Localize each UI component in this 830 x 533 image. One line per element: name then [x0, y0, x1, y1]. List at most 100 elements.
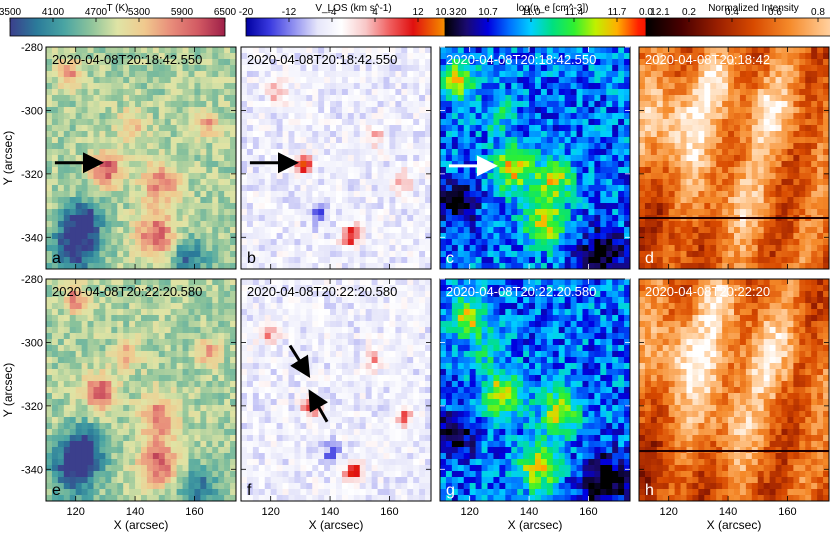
y-axis-label: Y (arcsec) [1, 131, 15, 185]
panel-a: -280 -300 -320 -340 2020-04-08T20:18:42.550 a… [1, 42, 237, 270]
panel-frame [638, 278, 830, 502]
panel-h: 120 140 160 2020-04-08T20:22:20 h X (arcsec) [638, 278, 830, 532]
annotation-arrow [308, 389, 329, 423]
colorbar-tick-label: 11.0 [522, 7, 541, 18]
panel-letter: h [645, 482, 654, 499]
panel-timestamp: 2020-04-08T20:22:20 [645, 284, 770, 299]
x-axis-label: X (arcsec) [309, 518, 364, 532]
panel-image [440, 47, 630, 269]
panel-frame [439, 46, 631, 270]
panel-image [241, 47, 431, 269]
y-tick-label: -300 [21, 337, 43, 349]
x-tick-label: 140 [520, 506, 538, 518]
colorbar-label: V_LOS (km s^-1) [315, 3, 391, 14]
panel-frame [439, 278, 631, 502]
panel-letter: c [446, 250, 454, 267]
colorbar-tick-label: 4700 [85, 7, 108, 18]
panel-c: 2020-04-08T20:18:42.550 c [439, 46, 631, 270]
panel-f: 120 140 160 2020-04-08T20:22:20.580 f X (arcs… [240, 278, 432, 532]
colorbar-tick-label: 11.7 [608, 7, 627, 18]
y-tick-label: -280 [21, 274, 43, 286]
y-tick-label: -320 [21, 401, 43, 413]
x-tick-label: 140 [719, 506, 737, 518]
panel-e: 120 140 160 -280 -300 -320 -340 2020-04-08T20:2… [1, 274, 237, 532]
y-tick-label: -340 [21, 232, 43, 244]
panel-image [639, 47, 829, 269]
colorbar-tick-label: -20 [239, 7, 254, 18]
colorbar-tick-label: 0.6 [768, 7, 782, 18]
panel-frame [45, 46, 237, 270]
panel-image [241, 279, 431, 501]
panel-letter: e [52, 482, 61, 499]
y-tick-label: -340 [21, 464, 43, 476]
x-axis-label: X (arcsec) [707, 518, 762, 532]
colorbar-scale [9, 17, 226, 37]
panel-image [46, 279, 236, 501]
colorbar-tick-label: 0.2 [682, 7, 696, 18]
panel-image [440, 279, 630, 501]
x-tick-label: 120 [461, 506, 479, 518]
colorbar-1: 3500 4100 4700 5300 5900 6500 T (K) [0, 3, 237, 37]
colorbar-tick-label: 5900 [171, 7, 194, 18]
annotation-arrow [288, 344, 311, 378]
x-tick-label: 140 [321, 506, 339, 518]
panel-letter: a [52, 250, 61, 267]
panel-timestamp: 2020-04-08T20:18:42.550 [52, 52, 202, 67]
panel-timestamp: 2020-04-08T20:22:20.580 [446, 284, 596, 299]
panel-letter: f [247, 482, 252, 499]
panel-letter: b [247, 250, 256, 267]
colorbar-tick-label: 10.7 [478, 7, 498, 18]
x-tick-label: 160 [778, 506, 796, 518]
colorbar-tick-label: 0.4 [725, 7, 739, 18]
panel-image [46, 47, 236, 269]
colorbar-tick-label: -12 [282, 7, 297, 18]
x-tick-label: 160 [380, 506, 398, 518]
colorbar-scale [645, 17, 830, 37]
colorbar-label: log(n_e [cm^-3]) [517, 3, 589, 14]
panel-timestamp: 2020-04-08T20:22:20.580 [247, 284, 397, 299]
colorbar-tick-label: 4100 [42, 7, 65, 18]
x-axis-label: X (arcsec) [114, 518, 169, 532]
colorbar-tick-label: 6500 [214, 7, 237, 18]
y-axis-label: Y (arcsec) [1, 363, 15, 417]
panel-b: 2020-04-08T20:18:42.550 b [240, 46, 432, 270]
colorbar-4: 0.00.20.40.60.81.0Normalized Intensity [639, 3, 830, 37]
panel-frame [45, 278, 237, 502]
panel-timestamp: 2020-04-08T20:22:20.580 [52, 284, 202, 299]
colorbar-scale [245, 17, 462, 37]
x-axis-label: X (arcsec) [508, 518, 563, 532]
colorbar-tick-label: 10.3 [435, 7, 455, 18]
colorbar-tick-label: 4 [372, 7, 378, 18]
y-tick-label: -280 [21, 42, 43, 54]
y-tick-label: -300 [21, 105, 43, 117]
colorbar-label: T (K) [106, 3, 128, 14]
panel-frame [240, 46, 432, 270]
colorbar-tick-label: 0.0 [639, 7, 653, 18]
colorbar-tick-label: 3500 [0, 7, 22, 18]
colorbar-tick-label: 5300 [128, 7, 151, 18]
panel-letter: d [645, 250, 654, 267]
panel-timestamp: 2020-04-08T20:18:42.550 [446, 52, 596, 67]
colorbar-tick-label: 11.4 [565, 7, 584, 18]
colorbar-tick-label: -4 [328, 7, 337, 18]
colorbar-tick-label: 0.8 [811, 7, 825, 18]
colorbar-tick-label: 20 [455, 7, 467, 18]
panel-d: 2020-04-08T20:18:42 d [638, 46, 830, 270]
colorbar-scale [444, 17, 661, 37]
colorbar-tick-label: 12 [412, 7, 424, 18]
panel-frame [638, 46, 830, 270]
x-tick-label: 160 [185, 506, 203, 518]
x-tick-label: 120 [67, 506, 85, 518]
x-tick-label: 140 [126, 506, 144, 518]
panel-frame [240, 278, 432, 502]
colorbar-tick-label: 12.1 [650, 7, 670, 18]
panel-timestamp: 2020-04-08T20:18:42 [645, 52, 770, 67]
panel-letter: g [446, 482, 455, 499]
x-tick-label: 120 [660, 506, 678, 518]
panel-g: 120 140 160 2020-04-08T20:22:20.580 g X (arcs… [439, 278, 631, 532]
colorbar-2: -20 -12 -4 4 12 20 V_LOS (km s^-1) [239, 3, 467, 37]
colorbar-label: Normalized Intensity [708, 3, 799, 14]
y-tick-label: -320 [21, 169, 43, 181]
